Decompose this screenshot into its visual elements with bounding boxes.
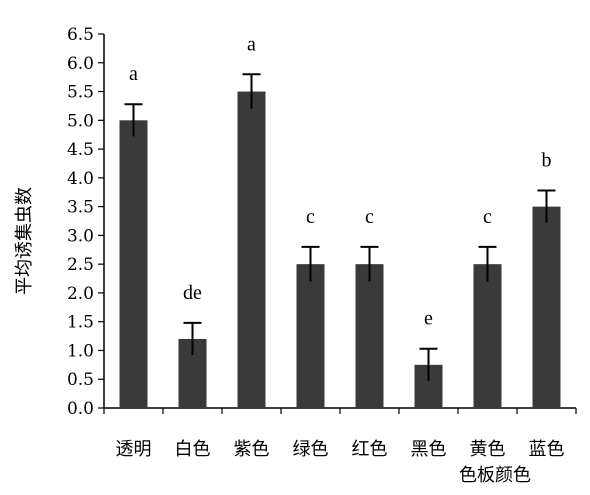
category-label: 绿色 [293,439,329,460]
y-tick-label: 3.5 [67,198,94,218]
category-label: 黑色 [411,439,447,460]
y-tick-label: 4.5 [67,140,94,160]
y-tick-label: 6.0 [67,54,94,74]
category-label: 透明 [116,439,152,460]
significance-label: e [424,308,433,330]
y-tick-label: 5.5 [67,83,94,103]
category-label: 黄色 [470,439,506,460]
bar [119,120,148,409]
significance-label: c [365,206,374,228]
y-tick-label: 1.0 [67,341,94,361]
bar [296,264,325,408]
y-tick-label: 2.0 [67,284,94,304]
y-tick-label: 0.5 [67,370,94,390]
significance-label: a [129,63,138,85]
category-label: 红色 [352,439,388,460]
x-axis-title: 色板颜色 [459,465,531,486]
y-tick-label: 3.0 [67,226,94,246]
y-tick-label: 1.5 [67,313,94,333]
y-axis-title: 平均诱集虫数 [14,187,35,295]
significance-label: c [483,206,492,228]
y-tick-label: 6.5 [67,25,94,45]
category-label: 紫色 [234,439,270,460]
y-tick-label: 0.0 [67,399,94,419]
plot-area: 0.0 0.5 1.0 1.5 2.0 2.5 3.0 3.5 4.0 4.5 5.0 5.5 6.0 6… [67,25,577,460]
significance-label: c [306,206,315,228]
bar [532,206,561,408]
y-tick-label: 5.0 [67,111,94,131]
significance-label: a [247,33,256,55]
y-tick-label: 2.5 [67,255,94,275]
category-label: 白色 [175,439,211,460]
significance-label: de [183,282,202,304]
bar [355,264,384,408]
category-label: 蓝色 [529,439,565,460]
significance-label: b [542,150,552,172]
bar [473,264,502,408]
y-tick-label: 4.0 [67,169,94,189]
bar [237,91,266,409]
